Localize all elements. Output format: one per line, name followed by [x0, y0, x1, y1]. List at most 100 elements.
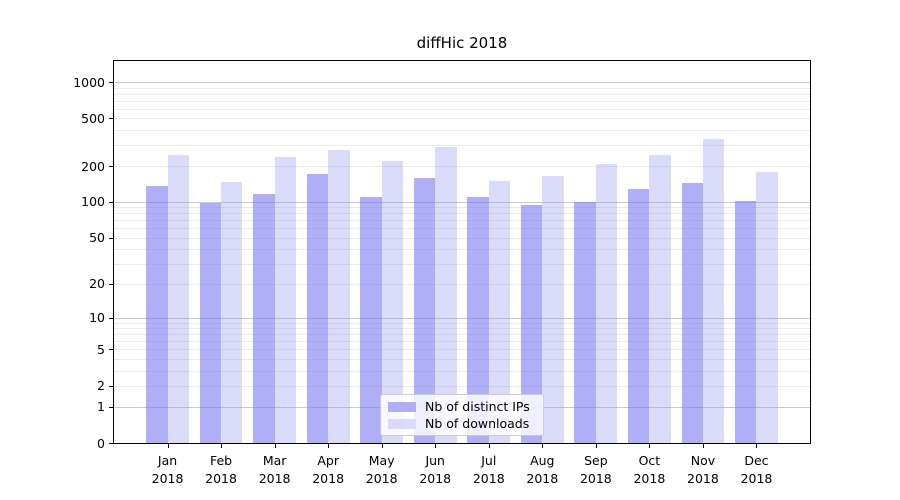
y-tick-mark — [109, 406, 113, 408]
x-tick-label: Apr 2018 — [298, 452, 358, 487]
y-tick-label: 20 — [89, 276, 105, 292]
gridline-minor — [114, 341, 810, 343]
x-tick-mark — [649, 444, 651, 448]
bar-downloads-may — [381, 160, 404, 443]
legend-item-distinct-ips: Nb of distinct IPs — [388, 399, 543, 414]
x-tick-month: Mar — [262, 453, 287, 468]
gridline-minor — [114, 237, 810, 239]
bar-downloads-jun — [435, 147, 457, 443]
bar-downloads-mar — [274, 156, 297, 443]
x-tick-mark — [381, 444, 383, 448]
x-tick-year: 2018 — [312, 470, 345, 486]
x-tick-label: Dec 2018 — [726, 452, 786, 487]
x-tick-mark — [328, 444, 330, 448]
bar-ips-dec — [735, 201, 757, 443]
x-tick-month: Feb — [209, 453, 233, 468]
y-tick-mark — [109, 283, 113, 285]
y-tick-label: 1 — [97, 399, 105, 415]
bar-ips-feb — [199, 203, 222, 443]
gridline-minor — [114, 87, 810, 89]
x-tick-year: 2018 — [740, 470, 773, 486]
y-tick-label: 200 — [81, 158, 105, 174]
y-tick-mark — [109, 82, 113, 84]
bar-downloads-aug — [542, 175, 564, 443]
gridline-minor — [114, 349, 810, 351]
y-tick-label: 0 — [97, 435, 105, 451]
bar-downloads-jul — [488, 180, 511, 443]
x-tick-label: Sep 2018 — [566, 452, 626, 487]
x-tick-label: Oct 2018 — [619, 452, 679, 487]
bar-downloads-apr — [328, 150, 350, 443]
gridline-minor — [114, 322, 810, 324]
x-tick-month: Oct — [638, 453, 661, 468]
gridline-minor — [114, 213, 810, 215]
x-tick-mark — [435, 444, 437, 448]
x-tick-label: Feb 2018 — [191, 452, 251, 487]
y-tick-label: 1000 — [73, 74, 105, 90]
x-tick-mark — [756, 444, 758, 448]
gridline-minor — [114, 166, 810, 167]
bar-downloads-nov — [702, 138, 725, 443]
y-tick-mark — [109, 201, 113, 203]
x-tick-mark — [167, 444, 169, 448]
legend-item-downloads: Nb of downloads — [388, 416, 543, 431]
gridline-minor — [114, 108, 810, 110]
bar-ips-may — [360, 197, 382, 443]
y-tick-mark — [109, 166, 113, 167]
gridline-minor — [114, 370, 810, 372]
gridline-minor — [114, 100, 810, 102]
gridline-minor — [114, 334, 810, 336]
y-tick-label: 10 — [89, 310, 105, 325]
gridline-minor — [114, 220, 810, 222]
y-tick-mark — [109, 349, 113, 351]
x-tick-month: Aug — [530, 453, 555, 468]
bar-ips-mar — [253, 194, 275, 443]
x-tick-mark — [702, 444, 704, 448]
x-tick-year: 2018 — [205, 470, 237, 486]
y-tick-label: 5 — [97, 341, 105, 357]
x-tick-year: 2018 — [258, 470, 291, 486]
bar-ips-oct — [627, 188, 650, 443]
x-tick-label: Mar 2018 — [245, 452, 305, 487]
gridline-major — [114, 82, 810, 84]
x-tick-month: Nov — [690, 453, 716, 468]
y-tick-label: 500 — [81, 110, 105, 126]
chart-title: diffHic 2018 — [416, 34, 508, 52]
gridline-minor — [114, 249, 810, 251]
bar-downloads-jan — [167, 155, 189, 443]
x-tick-mark — [595, 444, 597, 448]
gridline-minor — [114, 144, 810, 146]
gridline-minor — [114, 358, 810, 360]
x-tick-month: May — [368, 453, 395, 468]
y-tick-label: 50 — [89, 229, 105, 245]
gridline-minor — [114, 328, 810, 330]
bar-ips-apr — [306, 173, 329, 443]
legend-swatch-distinct-ips — [388, 401, 416, 412]
x-tick-label: Aug 2018 — [512, 452, 572, 487]
y-tick-label: 2 — [97, 377, 105, 393]
x-tick-label: Jun 2018 — [405, 452, 465, 487]
gridline-minor — [114, 228, 810, 230]
legend-swatch-downloads — [388, 418, 416, 429]
gridline-minor — [114, 385, 810, 387]
bar-ips-aug — [520, 204, 543, 443]
plot-area: Nb of distinct IPs Nb of downloads — [113, 60, 811, 444]
x-tick-year: 2018 — [472, 470, 505, 486]
y-tick-mark — [109, 118, 113, 120]
x-tick-year: 2018 — [365, 470, 398, 486]
x-tick-month: Dec — [744, 453, 769, 468]
legend-label-downloads: Nb of downloads — [425, 416, 530, 431]
bar-downloads-dec — [756, 171, 778, 443]
bar-downloads-feb — [221, 182, 243, 443]
x-tick-year: 2018 — [419, 470, 452, 486]
x-tick-month: Apr — [317, 453, 339, 468]
bar-ips-jan — [146, 185, 168, 443]
x-tick-label: Nov 2018 — [673, 452, 733, 487]
gridline-major — [114, 317, 810, 319]
x-tick-label: Jan 2018 — [138, 452, 198, 487]
bar-ips-nov — [681, 182, 703, 443]
x-tick-month: Jun — [425, 453, 445, 468]
x-tick-mark — [221, 444, 223, 448]
y-tick-label: 100 — [81, 194, 105, 210]
gridline-minor — [114, 93, 810, 95]
